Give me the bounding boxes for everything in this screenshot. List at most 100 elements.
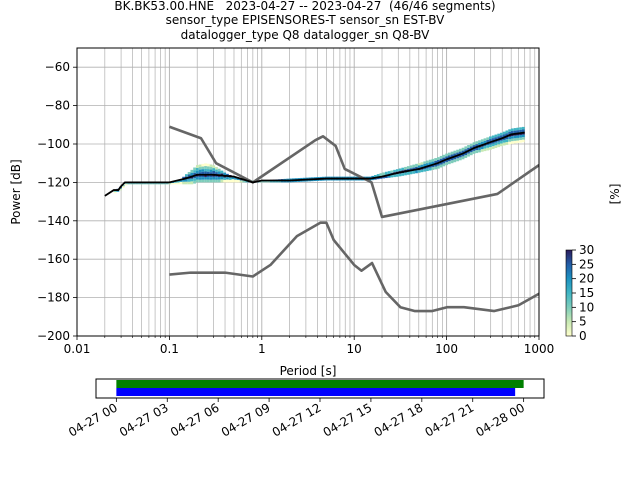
density-cell bbox=[294, 178, 298, 181]
colorbar-tick-label: 15 bbox=[579, 286, 594, 300]
density-cell bbox=[176, 180, 180, 183]
density-cell bbox=[500, 143, 503, 147]
density-cell bbox=[494, 142, 498, 146]
density-cell bbox=[237, 180, 240, 183]
coverage-tick-label: 04-27 18 bbox=[372, 400, 426, 439]
density-cell bbox=[516, 127, 520, 131]
density-cell bbox=[472, 148, 476, 151]
density-cell bbox=[516, 140, 520, 144]
density-cell bbox=[486, 147, 490, 151]
density-cell bbox=[423, 169, 427, 172]
density-cell bbox=[182, 176, 185, 180]
density-cell bbox=[198, 167, 202, 170]
density-cell bbox=[415, 170, 418, 174]
density-cell bbox=[190, 169, 194, 173]
density-cell bbox=[289, 178, 292, 181]
density-cell bbox=[283, 180, 287, 183]
density-cell bbox=[127, 183, 131, 185]
density-cell bbox=[302, 179, 306, 182]
density-cell bbox=[445, 153, 448, 157]
density-cell bbox=[327, 176, 331, 179]
density-cell bbox=[215, 179, 218, 183]
density-cell bbox=[442, 154, 446, 158]
density-cell bbox=[505, 142, 509, 145]
density-cell bbox=[437, 157, 440, 160]
density-cell bbox=[467, 153, 470, 157]
density-cell bbox=[404, 172, 407, 176]
colorbar-tick-label: 30 bbox=[579, 243, 594, 257]
density-cell bbox=[206, 179, 210, 183]
chart-title-line-3: datalogger_type Q8 datalogger_sn Q8-BV bbox=[180, 28, 430, 42]
density-cell bbox=[461, 156, 465, 160]
density-cell bbox=[434, 163, 438, 167]
density-cell bbox=[420, 164, 424, 168]
density-cell bbox=[458, 157, 462, 161]
density-cell bbox=[160, 183, 164, 185]
density-cell bbox=[382, 172, 385, 176]
density-cell bbox=[489, 144, 492, 148]
density-cell bbox=[494, 145, 498, 149]
density-cell bbox=[521, 139, 525, 143]
density-cell bbox=[163, 183, 166, 185]
density-cell bbox=[502, 139, 506, 143]
density-cell bbox=[461, 153, 465, 157]
density-cell bbox=[206, 171, 210, 175]
density-cell bbox=[193, 167, 196, 171]
colorbar-gradient bbox=[565, 249, 573, 337]
density-cell bbox=[212, 168, 216, 171]
plot-frame bbox=[76, 47, 540, 337]
density-cell bbox=[505, 130, 509, 134]
x-tick-label: 10 bbox=[347, 342, 362, 356]
density-cell bbox=[491, 138, 495, 141]
density-cell bbox=[305, 179, 309, 182]
density-cell bbox=[193, 170, 196, 173]
density-cell bbox=[141, 183, 144, 185]
density-cell bbox=[420, 162, 424, 165]
density-cell bbox=[489, 147, 492, 150]
density-cell bbox=[439, 161, 443, 165]
density-cell bbox=[445, 156, 448, 160]
density-cell bbox=[267, 181, 270, 183]
density-cell bbox=[502, 137, 506, 140]
density-cell bbox=[190, 172, 194, 176]
density-cell bbox=[516, 130, 520, 133]
density-cell bbox=[404, 166, 407, 170]
density-cell bbox=[516, 135, 520, 138]
density-cell bbox=[508, 139, 511, 142]
density-cell bbox=[338, 178, 342, 181]
density-cell bbox=[275, 180, 279, 183]
y-tick-label: −120 bbox=[37, 175, 70, 189]
density-cell bbox=[401, 167, 405, 171]
coverage-tick-label: 04-27 12 bbox=[270, 400, 324, 439]
density-cell bbox=[313, 179, 317, 182]
density-cell bbox=[505, 139, 509, 143]
density-cell bbox=[198, 164, 202, 168]
density-cell bbox=[393, 169, 396, 173]
density-cell bbox=[450, 151, 454, 155]
density-cell bbox=[179, 179, 183, 182]
density-cell bbox=[215, 177, 218, 180]
density-cell bbox=[206, 174, 210, 178]
density-cell bbox=[204, 171, 207, 175]
density-cell bbox=[469, 143, 473, 147]
density-cell bbox=[500, 138, 503, 141]
density-cell bbox=[239, 180, 243, 183]
density-cell bbox=[365, 176, 369, 179]
density-cell bbox=[437, 159, 440, 163]
density-cell bbox=[398, 168, 402, 172]
density-cell bbox=[417, 170, 421, 173]
density-cell bbox=[168, 183, 172, 185]
density-cell bbox=[124, 184, 128, 186]
density-cell bbox=[343, 178, 347, 181]
density-cell bbox=[209, 174, 213, 178]
density-cell bbox=[521, 129, 525, 133]
colorbar-tick-label: 5 bbox=[579, 315, 587, 329]
coverage-bars bbox=[116, 380, 524, 396]
density-cell bbox=[209, 164, 213, 168]
density-cell bbox=[215, 174, 218, 178]
density-cell bbox=[316, 179, 320, 181]
density-cell bbox=[349, 178, 353, 181]
density-cell bbox=[502, 142, 506, 146]
